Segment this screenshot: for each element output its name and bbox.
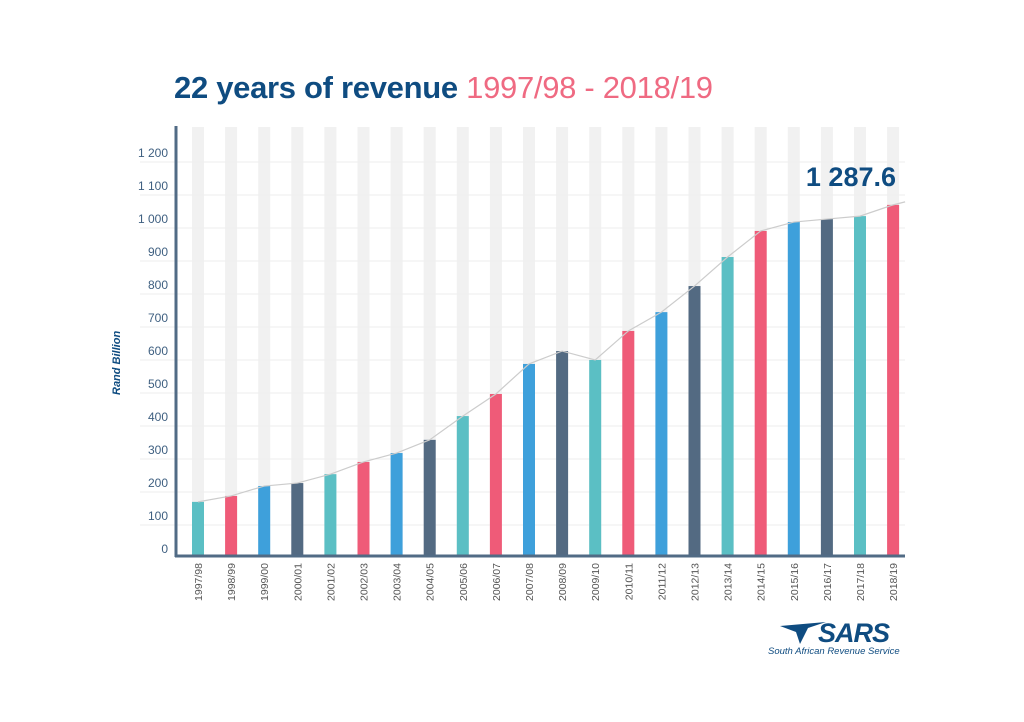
x-tick-label: 1998/99 [226,563,238,601]
x-tick-label: 2002/03 [359,563,371,601]
annotation-total: 1 287.6 [806,162,896,192]
column-background [390,127,403,556]
x-tick-label: 2010/11 [623,563,635,600]
bar-2006-07 [489,393,502,556]
x-tick-label: 2015/16 [789,563,801,601]
bar-2013-14 [721,257,734,556]
column-background [291,127,304,556]
y-tick-label: 200 [148,476,168,490]
y-tick-label: 100 [148,509,168,523]
bar-2002-03 [357,461,370,556]
column-background [225,127,238,556]
x-tick-label: 2004/05 [425,563,437,601]
x-tick-label: 2003/04 [392,563,404,601]
x-tick-label: 2006/07 [491,563,503,601]
x-tick-label: 2007/08 [524,563,536,601]
x-tick-label: 2001/02 [325,563,337,601]
column-background [324,127,337,556]
bar-2016-17 [820,219,833,556]
x-tick-label: 2000/01 [292,563,304,601]
bar-2012-13 [688,286,701,556]
bar-2004-05 [423,439,436,556]
title-range: 1997/98 - 2018/19 [466,70,713,105]
x-tick-label: 1997/98 [193,563,205,601]
chart-title: 22 years of revenue 1997/98 - 2018/19 [174,70,713,106]
x-tick-label: 2014/15 [756,563,768,601]
y-tick-label: 500 [148,377,168,391]
y-tick-label: 400 [148,410,168,424]
y-tick-label: 700 [148,311,168,325]
bar-2015-16 [787,222,800,557]
bar-2008-09 [556,351,569,556]
y-tick-label: 1 100 [138,179,168,193]
bar-1997-98 [192,501,204,556]
bar-2005-06 [456,416,469,556]
y-tick-label: 1 200 [138,146,168,160]
logo-name: SARS [818,618,890,648]
bar-2011-12 [655,312,668,556]
x-tick-label: 2018/19 [888,563,900,601]
bar-2014-15 [754,230,767,556]
y-tick-label: 600 [148,344,168,358]
bar-1998-99 [225,495,238,556]
x-tick-label: 2017/18 [855,563,867,601]
column-background [258,127,271,556]
y-axis-label: Rand Billion [111,331,123,395]
x-tick-label: 2011/12 [656,563,668,600]
sars-logo: SARS South African Revenue Service [768,618,908,660]
x-tick-label: 2016/17 [822,563,834,601]
trend-line [197,201,906,503]
y-tick-label: 300 [148,443,168,457]
x-tick-label: 2012/13 [690,563,702,601]
logo-tagline: South African Revenue Service [768,646,900,657]
x-tick-label: 2005/06 [458,563,470,601]
column-background [192,127,204,556]
bar-2018-19 [887,204,900,556]
bar-2017-18 [854,216,866,556]
column-background [357,127,370,556]
bar-2009-10 [589,359,602,556]
sars-swoosh-icon [780,622,826,644]
bar-2001-02 [324,474,337,556]
bar-1999-00 [258,486,271,556]
x-tick-label: 2009/10 [590,563,602,601]
bar-2003-04 [390,453,403,556]
bar-2010-11 [622,330,635,556]
x-tick-label: 2008/09 [557,563,569,601]
y-tick-label: 900 [148,245,168,259]
bar-2000-01 [291,483,304,556]
x-tick-label: 2013/14 [723,563,735,601]
y-tick-label: 1 000 [138,212,168,226]
bar-2007-08 [523,363,535,556]
y-tick-label: 0 [161,542,168,556]
title-main: 22 years of revenue [174,70,458,105]
y-tick-label: 800 [148,278,168,292]
x-tick-label: 1999/00 [259,563,271,601]
